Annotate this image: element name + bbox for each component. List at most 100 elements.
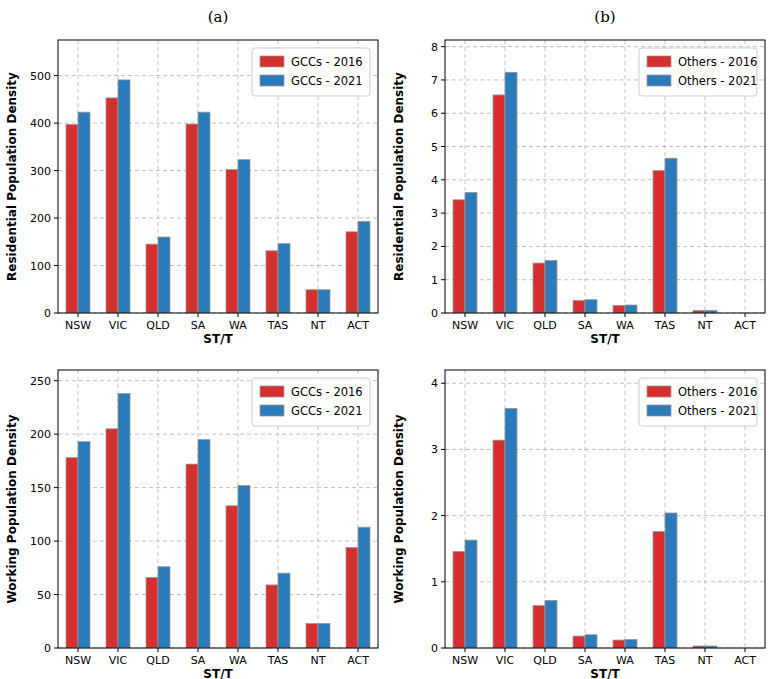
tick-label: QLD	[533, 319, 556, 332]
tick-label: 100	[30, 260, 51, 273]
bar	[358, 221, 370, 313]
tick	[745, 313, 746, 317]
tick-label: TAS	[654, 654, 675, 667]
legend-label: GCCs - 2016	[291, 55, 363, 69]
legend-swatch	[260, 386, 284, 397]
tick-label: 150	[30, 482, 51, 495]
legend-label: GCCs - 2016	[291, 385, 363, 399]
bar	[118, 394, 130, 648]
bar	[226, 506, 238, 648]
tick	[358, 313, 359, 317]
tick-label: 7	[431, 74, 438, 87]
tick-label: 500	[30, 70, 51, 83]
bars	[453, 408, 717, 648]
tick	[54, 434, 58, 435]
plot-frame	[445, 40, 765, 313]
tick	[441, 46, 445, 47]
bar	[66, 125, 78, 313]
tick	[198, 313, 199, 317]
bar	[573, 300, 585, 313]
bar	[613, 640, 625, 648]
tick-label: 6	[431, 107, 438, 120]
tick	[54, 170, 58, 171]
legend-swatch	[260, 405, 284, 416]
bar	[346, 232, 358, 313]
bar	[78, 442, 90, 648]
bar	[158, 237, 170, 313]
tick	[238, 313, 239, 317]
plot-frame	[58, 370, 378, 648]
grid-line	[625, 370, 626, 648]
tick-label: QLD	[146, 654, 169, 667]
bar	[186, 124, 198, 313]
bar	[585, 300, 597, 313]
tick	[665, 648, 666, 652]
legend-label: GCCs - 2021	[291, 404, 363, 418]
bar	[453, 200, 465, 313]
bar	[533, 606, 545, 648]
legend-label: Others - 2016	[678, 385, 757, 399]
tick	[441, 515, 445, 516]
bar	[465, 192, 477, 313]
x-label: ST/T	[203, 332, 233, 346]
plot-frame	[445, 370, 765, 648]
plot-frame	[58, 40, 378, 313]
tick	[465, 313, 466, 317]
tick	[441, 113, 445, 114]
tick-label: WA	[229, 654, 247, 667]
grid-line	[585, 370, 586, 648]
tick	[441, 581, 445, 582]
tick	[54, 123, 58, 124]
bar	[665, 513, 677, 648]
tick	[705, 313, 706, 317]
legend-box	[252, 378, 370, 426]
tick-label: WA	[229, 319, 247, 332]
legend-swatch	[647, 405, 671, 416]
tick-label: 4	[431, 174, 438, 187]
tick	[54, 380, 58, 381]
tick	[545, 313, 546, 317]
legend-swatch	[647, 75, 671, 86]
legend-box	[252, 48, 370, 96]
tick	[441, 79, 445, 80]
grid-line	[625, 40, 626, 313]
tick-label: ACT	[734, 654, 756, 667]
bar	[613, 305, 625, 313]
tick-label: VIC	[109, 319, 128, 332]
legend: Others - 2016Others - 2021	[639, 48, 757, 96]
tick-label: NSW	[65, 319, 91, 332]
tick	[441, 648, 445, 649]
legend: Others - 2016Others - 2021	[639, 378, 757, 426]
tick	[78, 648, 79, 652]
bar	[306, 623, 318, 648]
tick	[745, 648, 746, 652]
tick	[441, 279, 445, 280]
bar	[533, 263, 545, 313]
tick	[238, 648, 239, 652]
bar	[146, 244, 158, 313]
y-label: Residential Population Density	[5, 72, 19, 281]
tick	[625, 313, 626, 317]
tick-label: WA	[616, 654, 634, 667]
bar	[358, 527, 370, 648]
legend: GCCs - 2016 GCCs - 2021	[252, 378, 370, 426]
bar	[266, 585, 278, 648]
bars	[66, 80, 370, 313]
tick-label: QLD	[533, 654, 556, 667]
tick-label: SA	[578, 654, 593, 667]
tick-label: NT	[311, 319, 326, 332]
tick	[705, 648, 706, 652]
tick	[441, 383, 445, 384]
tick-label: 0	[44, 307, 51, 320]
tick	[158, 313, 159, 317]
tick-label: 50	[37, 589, 51, 602]
bar	[266, 251, 278, 313]
bar	[493, 95, 505, 313]
x-label: ST/T	[590, 667, 620, 679]
tick-label: NT	[311, 654, 326, 667]
x-label: ST/T	[590, 332, 620, 346]
y-label: Working Population Density	[5, 414, 19, 603]
tick-label: TAS	[654, 319, 675, 332]
legend-label: Others - 2021	[678, 74, 757, 88]
tick	[441, 313, 445, 314]
